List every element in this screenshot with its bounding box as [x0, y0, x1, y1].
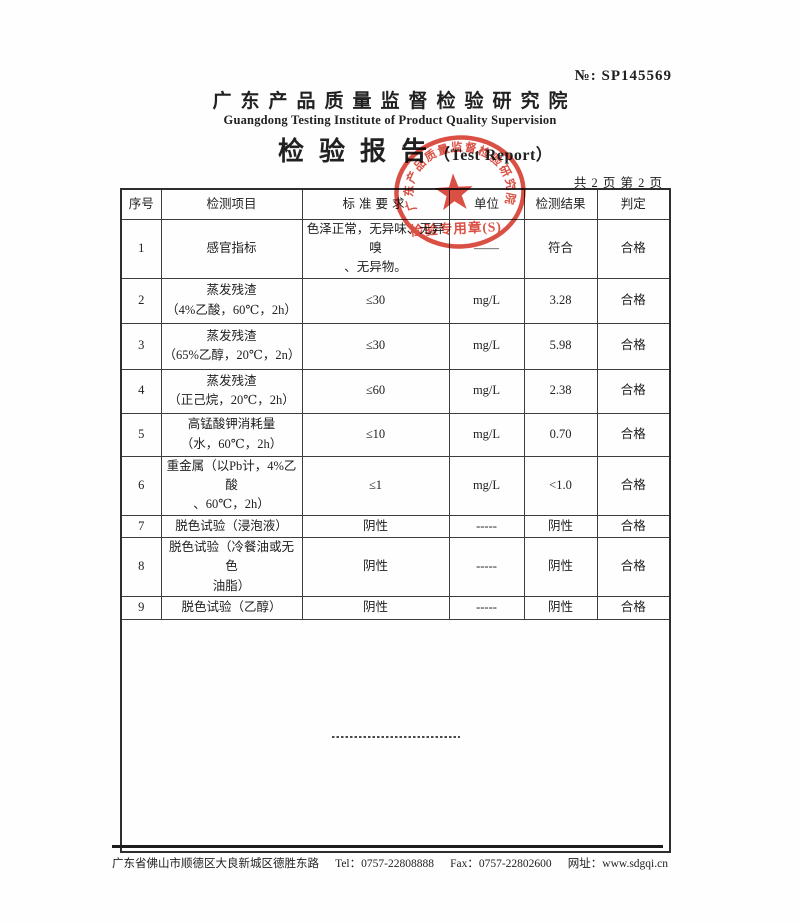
- report-number: №: SP145569: [574, 68, 672, 84]
- table-header-row: 序号 检测项目 标准要求 单位 检测结果 判定: [120, 188, 671, 220]
- cell-standard: ≤30: [301, 277, 450, 324]
- cell-result: <1.0: [523, 455, 598, 516]
- cell-no: 7: [120, 514, 162, 538]
- cell-unit: -----: [448, 595, 525, 620]
- cell-item: 感官指标: [160, 218, 303, 279]
- header-verdict: 判定: [596, 188, 671, 220]
- header-item: 检测项目: [160, 188, 303, 220]
- cell-item: 重金属（以Pb计，4%乙酸 、60℃，2h）: [160, 455, 303, 516]
- footer-address: 广东省佛山市顺德区大良新城区德胜东路: [112, 858, 319, 870]
- test-results-table: 序号 检测项目 标准要求 单位 检测结果 判定 1 感官指标 色泽正常，无异味、…: [120, 188, 671, 854]
- header-standard: 标准要求: [301, 188, 450, 220]
- cell-result: 阴性: [523, 514, 598, 538]
- cell-item: 脱色试验（浸泡液）: [160, 514, 303, 538]
- cell-result: 5.98: [523, 322, 598, 370]
- cell-unit: -----: [448, 514, 525, 538]
- cell-standard: 阴性: [301, 595, 450, 620]
- cell-item: 蒸发残渣 （65%乙醇，20℃，2n）: [160, 322, 303, 370]
- document-title-en: （Test Report）: [434, 147, 553, 164]
- cell-verdict: 合格: [596, 322, 671, 370]
- cell-result: 符合: [523, 218, 598, 279]
- cell-result: 2.38: [523, 368, 598, 414]
- table-row: 7 脱色试验（浸泡液） 阴性 ----- 阴性 合格: [120, 514, 671, 538]
- end-of-report-dashes: [331, 735, 460, 738]
- cell-unit: mg/L: [448, 368, 525, 414]
- cell-standard: 色泽正常，无异味、无异嗅 、无异物。: [301, 218, 450, 279]
- cell-verdict: 合格: [596, 536, 671, 597]
- cell-no: 9: [120, 595, 162, 620]
- header-result: 检测结果: [523, 188, 598, 220]
- cell-standard: 阴性: [301, 514, 450, 538]
- cell-verdict: 合格: [596, 514, 671, 538]
- header-no: 序号: [120, 188, 162, 220]
- cell-no: 8: [120, 536, 162, 597]
- document-title: 检验报告（Test Report）: [278, 131, 552, 168]
- cell-unit: mg/L: [448, 412, 525, 457]
- cell-result: 3.28: [523, 277, 598, 324]
- cell-item: 脱色试验（冷餐油或无色 油脂）: [160, 536, 303, 597]
- document-title-cn: 检验报告: [278, 137, 443, 166]
- cell-item: 高锰酸钾消耗量 （水，60℃，2h）: [160, 412, 303, 457]
- cell-standard: 阴性: [301, 536, 450, 597]
- cell-standard: ≤1: [301, 455, 450, 516]
- cell-unit: mg/L: [448, 322, 525, 370]
- cell-standard: ≤60: [301, 368, 450, 414]
- cell-result: 阴性: [523, 595, 598, 620]
- footer-website: 网址：www.sdgqi.cn: [567, 858, 668, 870]
- cell-unit: mg/L: [448, 455, 525, 516]
- cell-standard: ≤10: [301, 412, 450, 457]
- cell-verdict: 合格: [596, 277, 671, 324]
- table-row: 6 重金属（以Pb计，4%乙酸 、60℃，2h） ≤1 mg/L <1.0 合格: [120, 455, 671, 516]
- footer-divider: [112, 845, 663, 848]
- cell-verdict: 合格: [596, 455, 671, 516]
- cell-verdict: 合格: [596, 595, 671, 620]
- cell-unit: -----: [448, 536, 525, 597]
- cell-standard: ≤30: [301, 322, 450, 370]
- institute-title-en: Guangdong Testing Institute of Product Q…: [223, 113, 557, 127]
- cell-no: 1: [120, 218, 162, 279]
- footer-fax: Fax：0757-22802600: [450, 858, 552, 870]
- footer-tel: Tel：0757-22808888: [335, 858, 434, 870]
- table-row: 4 蒸发残渣 （正己烷，20℃，2h） ≤60 mg/L 2.38 合格: [120, 368, 671, 414]
- cell-no: 6: [120, 455, 162, 516]
- footer: 广东省佛山市顺德区大良新城区德胜东路 Tel：0757-22808888 Fax…: [112, 855, 668, 871]
- cell-no: 3: [120, 322, 162, 370]
- table-row: 2 蒸发残渣 （4%乙酸，60℃，2h） ≤30 mg/L 3.28 合格: [120, 277, 671, 324]
- table-row: 8 脱色试验（冷餐油或无色 油脂） 阴性 ----- 阴性 合格: [120, 536, 671, 597]
- cell-item: 蒸发残渣 （4%乙酸，60℃，2h）: [160, 277, 303, 324]
- table-empty-area: [121, 619, 670, 852]
- table-row: 5 高锰酸钾消耗量 （水，60℃，2h） ≤10 mg/L 0.70 合格: [120, 412, 671, 457]
- cell-verdict: 合格: [596, 218, 671, 279]
- page-indicator: 共 2 页 第 2 页: [573, 176, 663, 190]
- cell-unit: mg/L: [448, 277, 525, 324]
- cell-item: 脱色试验（乙醇）: [160, 595, 303, 620]
- header-unit: 单位: [448, 188, 525, 220]
- table-row: 3 蒸发残渣 （65%乙醇，20℃，2n） ≤30 mg/L 5.98 合格: [120, 322, 671, 370]
- cell-item: 蒸发残渣 （正己烷，20℃，2h）: [160, 368, 303, 414]
- table-row: 9 脱色试验（乙醇） 阴性 ----- 阴性 合格: [120, 595, 671, 620]
- cell-no: 4: [120, 368, 162, 414]
- cell-verdict: 合格: [596, 368, 671, 414]
- cell-unit: ——: [448, 218, 525, 279]
- institute-title-cn: 广东产品质量监督检验研究院: [212, 91, 577, 112]
- cell-no: 5: [120, 412, 162, 457]
- cell-no: 2: [120, 277, 162, 324]
- cell-result: 0.70: [523, 412, 598, 457]
- cell-verdict: 合格: [596, 412, 671, 457]
- table-row: 1 感官指标 色泽正常，无异味、无异嗅 、无异物。 —— 符合 合格: [120, 218, 671, 279]
- cell-result: 阴性: [523, 536, 598, 597]
